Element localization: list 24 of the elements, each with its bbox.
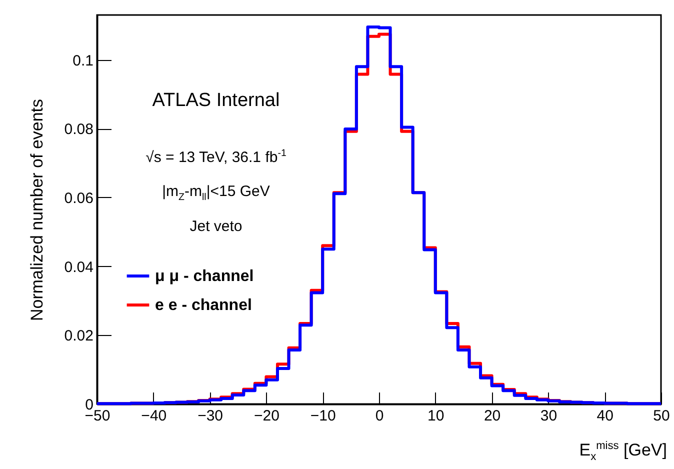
x-tick-label: 50 — [653, 408, 670, 424]
annotation: Jet veto — [190, 218, 242, 235]
y-tick-label: 0.08 — [64, 121, 94, 138]
legend-label: e e - channel — [155, 297, 252, 314]
annotation: |m$_{Z}$-m$_{ll}$|<15 GeV — [162, 183, 270, 203]
y-axis-title: Normalized number of events — [27, 98, 46, 322]
x-tick-label: 40 — [596, 408, 614, 424]
y-tick-label: 0.02 — [64, 328, 94, 345]
y-tick-label: 0.1 — [72, 52, 94, 70]
x-tick-label: −20 — [254, 408, 280, 424]
x-axis-title: E$_{x}$$^{miss}$ [GeV] — [579, 440, 667, 464]
x-tick-label: −10 — [310, 408, 336, 424]
x-tick-label: 20 — [484, 408, 501, 424]
x-tick-label: 30 — [540, 408, 558, 424]
y-tick-label: 0.06 — [64, 190, 94, 207]
x-tick-label: −40 — [141, 408, 167, 424]
x-tick-label: 0 — [375, 408, 384, 424]
legend-label: μ μ - channel — [155, 268, 254, 285]
annotation: ATLAS Internal — [152, 90, 280, 112]
x-tick-label: 10 — [428, 408, 444, 424]
y-tick-label: 0.04 — [64, 258, 94, 276]
y-tick-label: 0 — [85, 396, 94, 414]
annotation: √s = 13 TeV, 36.1 fb$^{-1}$ — [146, 148, 286, 166]
x-tick-label: −30 — [198, 408, 224, 424]
